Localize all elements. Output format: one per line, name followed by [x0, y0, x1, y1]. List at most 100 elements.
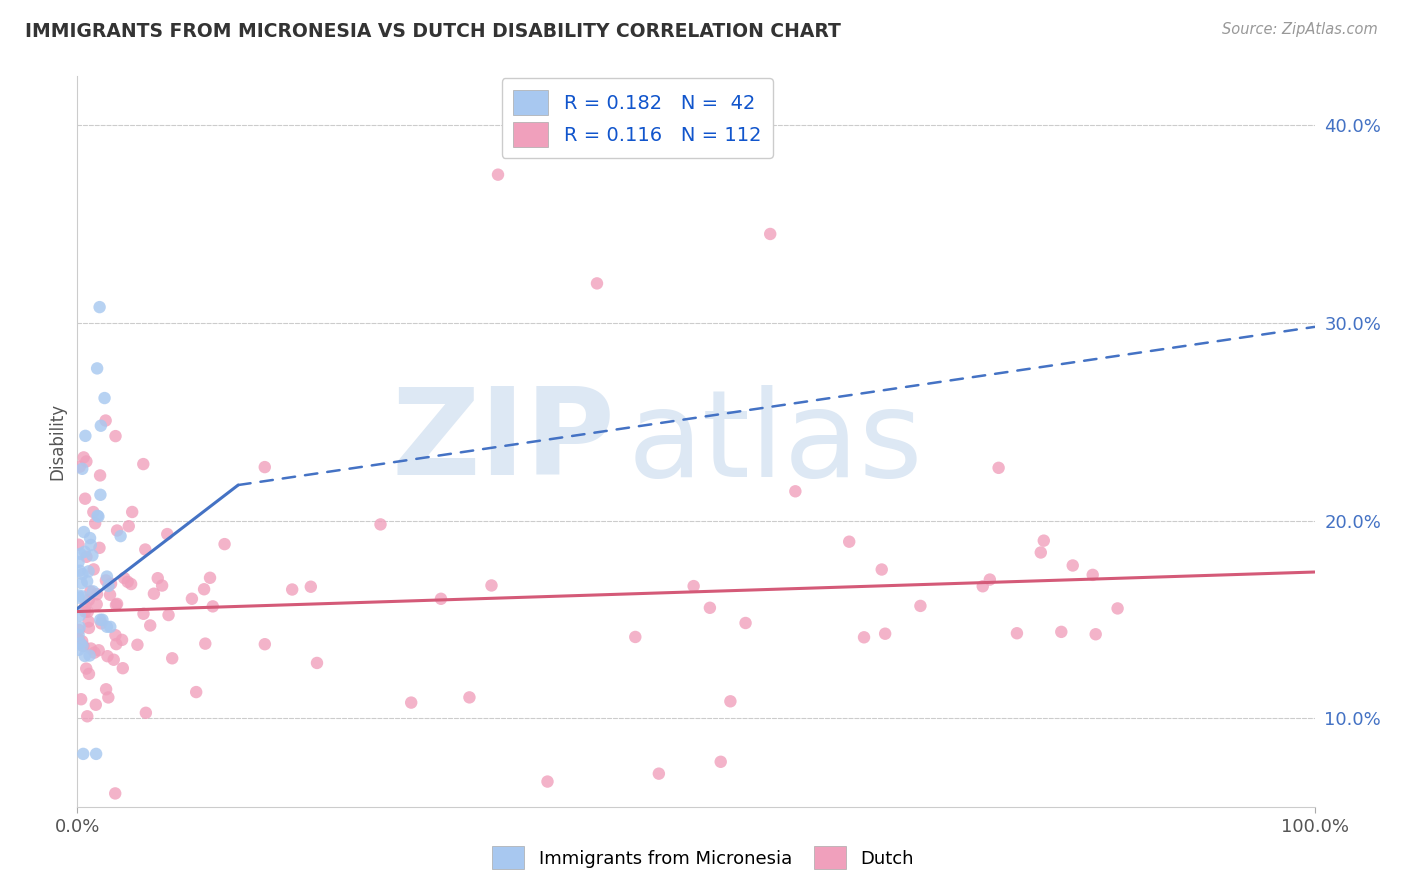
Point: [180, 591, 202, 606]
Point: [586, 277, 609, 291]
Point: [75, 605, 97, 619]
Point: [76, 605, 98, 619]
Point: [98, 588, 121, 602]
Text: Source: ZipAtlas.com: Source: ZipAtlas.com: [1222, 22, 1378, 37]
Point: [105, 597, 128, 611]
Point: [67, 623, 90, 637]
Point: [118, 519, 141, 533]
Point: [67, 643, 90, 657]
Point: [69, 547, 91, 561]
Point: [96, 649, 118, 664]
Point: [94, 413, 117, 427]
Point: [370, 517, 392, 532]
Point: [80, 538, 103, 552]
Point: [305, 656, 328, 670]
Point: [79, 584, 101, 599]
Point: [104, 429, 127, 443]
Point: [69, 564, 91, 578]
Point: [86, 587, 108, 601]
Point: [979, 573, 1001, 587]
Point: [104, 598, 127, 612]
Point: [838, 534, 860, 549]
Point: [648, 766, 671, 780]
Point: [875, 626, 897, 640]
Point: [104, 628, 127, 642]
Point: [89, 468, 111, 483]
Point: [281, 582, 304, 597]
Point: [734, 615, 756, 630]
Point: [75, 454, 97, 468]
Point: [84, 516, 107, 531]
Point: [75, 662, 97, 676]
Point: [112, 571, 135, 585]
Point: [79, 531, 101, 545]
Point: [198, 571, 221, 585]
Point: [72, 462, 94, 476]
Point: [86, 597, 108, 611]
Point: [75, 599, 97, 613]
Point: [69, 608, 91, 623]
Point: [70, 576, 93, 591]
Point: [67, 632, 90, 647]
Point: [98, 620, 121, 634]
Point: [785, 484, 807, 499]
Point: [90, 418, 112, 433]
Point: [111, 632, 134, 647]
Point: [82, 505, 104, 519]
Point: [132, 457, 155, 471]
Point: [135, 706, 157, 720]
Point: [96, 569, 118, 583]
Point: [139, 618, 162, 632]
Point: [84, 698, 107, 712]
Text: ZIP: ZIP: [392, 383, 616, 500]
Text: atlas: atlas: [628, 385, 924, 502]
Point: [253, 460, 276, 475]
Point: [1029, 545, 1052, 559]
Point: [214, 537, 236, 551]
Point: [201, 599, 224, 614]
Point: [536, 774, 558, 789]
Point: [67, 555, 90, 569]
Point: [82, 584, 104, 599]
Point: [193, 582, 215, 597]
Point: [73, 545, 96, 559]
Point: [67, 591, 90, 605]
Point: [89, 541, 111, 555]
Point: [87, 643, 110, 657]
Point: [70, 634, 93, 648]
Point: [79, 648, 101, 663]
Point: [399, 696, 422, 710]
Point: [1050, 624, 1073, 639]
Point: [86, 361, 108, 376]
Point: [82, 549, 104, 563]
Point: [103, 653, 125, 667]
Point: [853, 630, 876, 644]
Y-axis label: Disability: Disability: [48, 403, 66, 480]
Point: [89, 488, 111, 502]
Point: [80, 641, 103, 656]
Legend: Immigrants from Micronesia, Dutch: Immigrants from Micronesia, Dutch: [482, 838, 924, 879]
Point: [69, 459, 91, 474]
Point: [150, 578, 173, 592]
Point: [73, 648, 96, 663]
Point: [142, 587, 165, 601]
Point: [146, 571, 169, 585]
Point: [987, 460, 1010, 475]
Point: [69, 620, 91, 634]
Point: [486, 168, 509, 182]
Point: [1107, 601, 1129, 615]
Point: [156, 527, 179, 541]
Point: [870, 562, 893, 576]
Point: [77, 666, 100, 681]
Point: [83, 646, 105, 660]
Point: [132, 607, 155, 621]
Point: [87, 509, 110, 524]
Point: [73, 450, 96, 465]
Point: [299, 580, 322, 594]
Point: [67, 589, 90, 603]
Point: [253, 637, 276, 651]
Point: [759, 227, 782, 241]
Point: [90, 616, 112, 631]
Point: [910, 599, 932, 613]
Point: [72, 567, 94, 582]
